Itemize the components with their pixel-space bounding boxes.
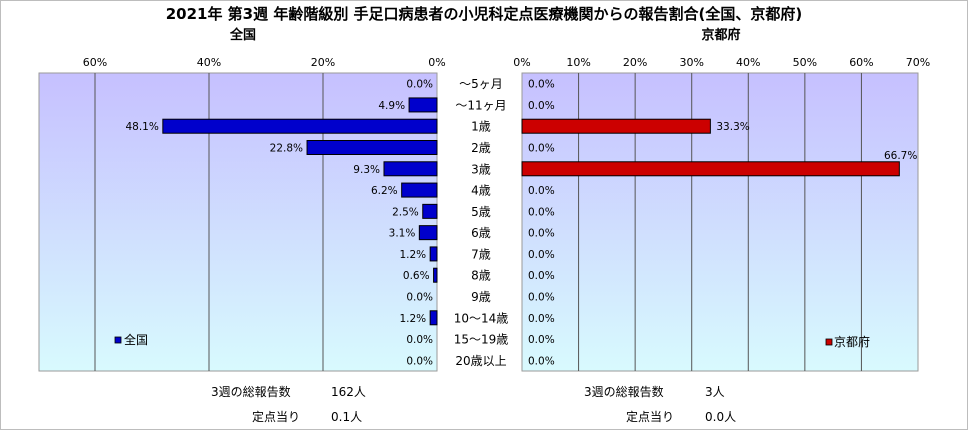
national-bar	[162, 118, 438, 134]
bar-charts: 60% 40% 20% 0%0.0%4.9%48.1%22.8%9.3%6.2%2.5…	[38, 56, 930, 372]
kyoto-x-tick-label: 30%	[679, 56, 703, 69]
kyoto-data-label: 0.0%	[528, 292, 555, 304]
national-x-tick-label: 60%	[83, 56, 107, 69]
national-legend-swatch	[114, 336, 122, 344]
kyoto-x-tick-label: 60%	[849, 56, 873, 69]
kyoto-legend-label: 京都府	[834, 334, 870, 349]
kyoto-x-tick-label: 70%	[906, 56, 930, 69]
category-label: 8歳	[471, 269, 491, 283]
national-total-value: 162人	[331, 385, 366, 399]
national-bar	[422, 203, 438, 219]
kyoto-data-label: 0.0%	[528, 143, 555, 155]
category-label: 10〜14歳	[454, 311, 509, 325]
kyoto-total-value: 3人	[705, 385, 725, 399]
national-bar	[429, 246, 438, 262]
national-bar	[408, 97, 438, 113]
category-label: 4歳	[471, 184, 491, 198]
national-data-label: 0.0%	[406, 79, 433, 91]
national-bar	[306, 140, 438, 155]
chart-title: 2021年 第3週 年齢階級別 手足口病患者の小児科定点医療機関からの報告割合(…	[165, 5, 803, 23]
kyoto-bar	[521, 118, 711, 134]
national-data-label: 6.2%	[371, 185, 398, 197]
kyoto-data-label: 0.0%	[528, 228, 555, 240]
kyoto-x-tick-label: 20%	[623, 56, 647, 69]
kyoto-legend-swatch	[825, 338, 833, 346]
national-data-label: 0.0%	[406, 334, 433, 346]
national-plot-area	[38, 72, 438, 372]
kyoto-data-label: 0.0%	[528, 79, 555, 91]
kyoto-data-label: 66.7%	[884, 150, 917, 162]
national-data-label: 9.3%	[353, 164, 380, 176]
category-label: 2歳	[471, 141, 491, 155]
national-legend-label: 全国	[124, 332, 148, 347]
category-label: 6歳	[471, 226, 491, 240]
kyoto-data-label: 0.0%	[528, 185, 555, 197]
category-axis: 〜5ヶ月〜11ヶ月 1歳 2歳 3歳 4歳 5歳 6歳 7歳 8歳 9歳 10〜14歳 15〜19歳 2…	[454, 77, 509, 368]
national-chart-title: 全国	[229, 28, 256, 43]
national-data-label: 0.0%	[406, 355, 433, 367]
category-label: 15〜19歳	[454, 333, 509, 347]
kyoto-x-tick-label: 40%	[736, 56, 760, 69]
kyoto-total-label: 3週の総報告数	[584, 385, 664, 399]
kyoto-x-tick-label: 0%	[513, 56, 530, 69]
category-label: 7歳	[471, 247, 491, 261]
kyoto-data-label: 0.0%	[528, 100, 555, 112]
category-label: 1歳	[471, 120, 491, 134]
national-x-tick-label: 0%	[428, 56, 445, 69]
kyoto-plot-area	[521, 72, 919, 372]
national-x-tick-label: 40%	[197, 56, 221, 69]
national-data-label: 4.9%	[378, 100, 405, 112]
kyoto-data-label: 0.0%	[528, 206, 555, 218]
category-label: 9歳	[471, 290, 491, 304]
national-bar	[401, 182, 438, 198]
kyoto-per-label: 定点当り	[626, 410, 675, 424]
national-chart: 60% 40% 20% 0%0.0%4.9%48.1%22.8%9.3%6.2%2.5…	[38, 56, 446, 372]
national-bar	[418, 225, 438, 241]
category-label: 〜11ヶ月	[455, 98, 506, 112]
national-per-label: 定点当り	[252, 410, 301, 424]
national-data-label: 3.1%	[389, 228, 416, 240]
category-label: 3歳	[471, 162, 491, 176]
kyoto-data-label: 0.0%	[528, 270, 555, 282]
kyoto-chart: 0% 10% 20% 30% 40% 50% 60% 70% 0.0% 0.0% 33.3% 0.0%…	[513, 56, 930, 372]
category-label: 5歳	[471, 205, 491, 219]
national-data-label: 22.8%	[270, 143, 303, 155]
national-bar	[433, 267, 438, 283]
national-data-label: 48.1%	[125, 121, 158, 133]
category-label: 20歳以上	[455, 354, 506, 368]
kyoto-chart-title: 京都府	[701, 28, 741, 43]
national-x-tick-label: 20%	[311, 56, 335, 69]
category-label: 〜5ヶ月	[459, 77, 503, 91]
national-data-label: 1.2%	[399, 313, 426, 325]
national-data-label: 0.0%	[406, 292, 433, 304]
kyoto-data-label: 33.3%	[716, 121, 749, 133]
national-data-label: 1.2%	[399, 249, 426, 261]
kyoto-bar	[521, 161, 900, 177]
national-total-label: 3週の総報告数	[211, 385, 291, 399]
kyoto-x-tick-label: 10%	[566, 56, 590, 69]
national-bar	[429, 310, 438, 326]
national-bar	[383, 161, 438, 177]
national-data-label: 0.6%	[403, 270, 430, 282]
national-per-value: 0.1人	[331, 410, 363, 424]
kyoto-data-label: 0.0%	[528, 249, 555, 261]
kyoto-x-tick-label: 50%	[793, 56, 817, 69]
kyoto-data-label: 0.0%	[528, 355, 555, 367]
kyoto-per-value: 0.0人	[705, 410, 737, 424]
kyoto-data-label: 0.0%	[528, 334, 555, 346]
national-data-label: 2.5%	[392, 206, 419, 218]
kyoto-data-label: 0.0%	[528, 313, 555, 325]
